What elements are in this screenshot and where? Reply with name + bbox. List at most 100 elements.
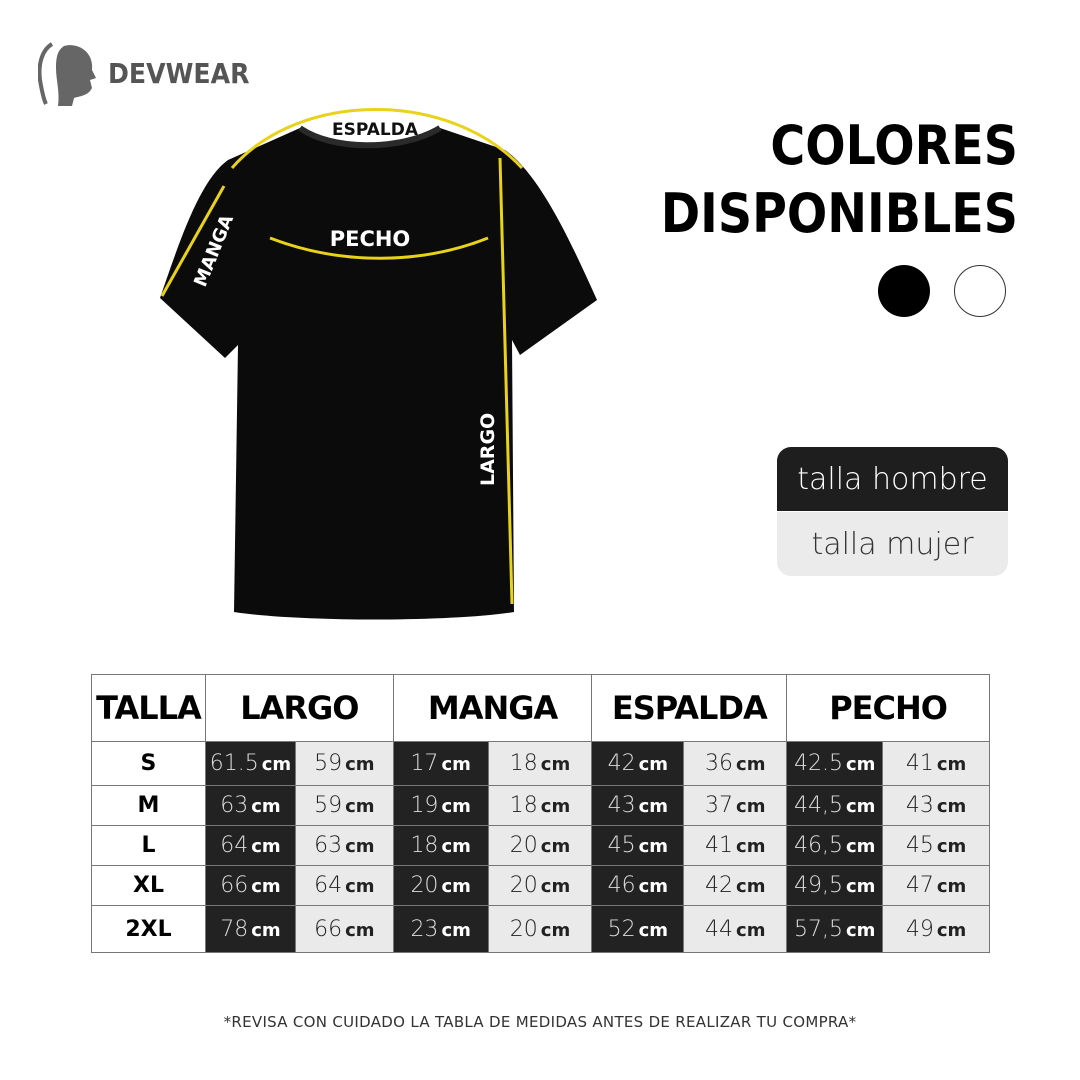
- measure-value: 45: [607, 833, 636, 858]
- unit: cm: [345, 796, 375, 817]
- measure-cell: 59 cm: [294, 785, 394, 826]
- color-swatch-white[interactable]: [954, 265, 1006, 317]
- measure-value: 64: [220, 833, 249, 858]
- colors-title: COLORES DISPONIBLES: [661, 112, 1018, 248]
- measure-cell: 52 cm: [591, 905, 685, 953]
- unit: cm: [345, 754, 375, 775]
- measure-value: 66: [314, 916, 343, 942]
- measure-cell: 18 cm: [487, 785, 593, 826]
- unit: cm: [736, 836, 766, 857]
- measure-value: 17: [410, 751, 439, 776]
- unit: cm: [251, 836, 281, 857]
- measure-cell: 63 cm: [294, 825, 394, 866]
- measure-cell: 78 cm: [204, 905, 296, 953]
- size-cell: L: [91, 825, 206, 866]
- measure-value: 59: [314, 751, 343, 776]
- measure-cell: 17 cm: [392, 741, 489, 786]
- unit: cm: [540, 876, 571, 897]
- unit: cm: [936, 796, 967, 817]
- unit: cm: [345, 919, 375, 941]
- measure-cell: 43 cm: [591, 785, 685, 826]
- measure-value: 41: [905, 751, 934, 776]
- measure-value: 64: [314, 873, 343, 898]
- unit: cm: [540, 754, 571, 775]
- measure-cell: 57,5 cm: [786, 905, 884, 953]
- table-row: M 63 cm 59 cm 19 cm 18 cm 43 cm 37 cm 44,5 cm 43 cm: [91, 785, 990, 826]
- measure-cell: 45 cm: [591, 825, 685, 866]
- measure-value: 52: [607, 916, 636, 942]
- title-line-2: DISPONIBLES: [660, 182, 1018, 245]
- measure-cell: 37 cm: [683, 785, 788, 826]
- measure-cell: 44,5 cm: [786, 785, 884, 826]
- title-line-1: COLORES: [770, 114, 1018, 177]
- unit: cm: [441, 836, 471, 857]
- measure-cell: 47 cm: [882, 865, 990, 906]
- color-swatch-black[interactable]: [878, 265, 930, 317]
- measure-value: 49,5: [793, 873, 843, 898]
- measure-cell: 20 cm: [487, 825, 593, 866]
- measure-value: 20: [509, 916, 538, 942]
- measure-value: 20: [509, 833, 538, 858]
- measure-cell: 59 cm: [294, 741, 394, 786]
- measure-value: 23: [410, 916, 439, 942]
- measure-value: 49: [905, 916, 934, 942]
- table-row: L 64 cm 63 cm 18 cm 20 cm 45 cm 41 cm 46,5 cm 45 cm: [91, 825, 990, 866]
- measure-arrows: [160, 108, 524, 605]
- measure-value: 42: [705, 873, 734, 898]
- measure-value: 37: [705, 793, 734, 818]
- unit: cm: [936, 836, 967, 857]
- unit: cm: [638, 796, 669, 817]
- measure-value: 57,5: [793, 916, 843, 942]
- tshirt-shape: [160, 128, 597, 620]
- tshirt-diagram: ESPALDA PECHO MANGA LARGO: [160, 108, 597, 620]
- unit: cm: [251, 796, 281, 817]
- unit: cm: [540, 836, 571, 857]
- unit: cm: [638, 836, 669, 857]
- unit: cm: [540, 796, 571, 817]
- men-size-button[interactable]: talla hombre: [777, 447, 1008, 511]
- unit: cm: [936, 754, 967, 775]
- unit: cm: [261, 754, 292, 775]
- measure-value: 41: [705, 833, 734, 858]
- measure-value: 42.5: [793, 751, 843, 776]
- unit: cm: [638, 754, 669, 775]
- measure-value: 18: [509, 751, 538, 776]
- measure-cell: 41 cm: [683, 825, 788, 866]
- unit: cm: [251, 876, 281, 897]
- measure-value: 43: [607, 793, 636, 818]
- unit: cm: [845, 836, 876, 857]
- measure-value: 44,5: [793, 793, 843, 818]
- measure-cell: 61.5 cm: [204, 741, 296, 786]
- women-size-button[interactable]: talla mujer: [777, 512, 1008, 576]
- measure-value: 63: [220, 793, 249, 818]
- unit: cm: [936, 919, 967, 941]
- unit: cm: [736, 919, 766, 941]
- size-cell: M: [91, 785, 206, 826]
- measure-value: 63: [314, 833, 343, 858]
- table-row: XL 66 cm 64 cm 20 cm 20 cm 46 cm 42 cm 49,5 cm 47 cm: [91, 865, 990, 906]
- header-espalda: ESPALDA: [591, 674, 788, 742]
- unit: cm: [845, 796, 876, 817]
- label-espalda: ESPALDA: [332, 120, 419, 140]
- measure-value: 45: [905, 833, 934, 858]
- unit: cm: [845, 876, 876, 897]
- measure-cell: 46 cm: [591, 865, 685, 906]
- size-cell: 2XL: [91, 905, 206, 953]
- measure-cell: 42 cm: [591, 741, 685, 786]
- measure-value: 78: [220, 916, 249, 942]
- footer-note: *REVISA CON CUIDADO LA TABLA DE MEDIDAS …: [223, 1013, 857, 1031]
- measure-value: 18: [410, 833, 439, 858]
- brand-name: DEVWEAR: [108, 56, 250, 90]
- measure-cell: 18 cm: [487, 741, 593, 786]
- measure-value: 18: [509, 793, 538, 818]
- unit: cm: [736, 754, 766, 775]
- unit: cm: [441, 796, 471, 817]
- measure-value: 42: [607, 751, 636, 776]
- measure-cell: 46,5 cm: [786, 825, 884, 866]
- header-manga: MANGA: [392, 674, 593, 742]
- measure-value: 19: [410, 793, 439, 818]
- unit: cm: [736, 796, 766, 817]
- unit: cm: [540, 919, 571, 941]
- measure-cell: 64 cm: [294, 865, 394, 906]
- measure-cell: 18 cm: [392, 825, 489, 866]
